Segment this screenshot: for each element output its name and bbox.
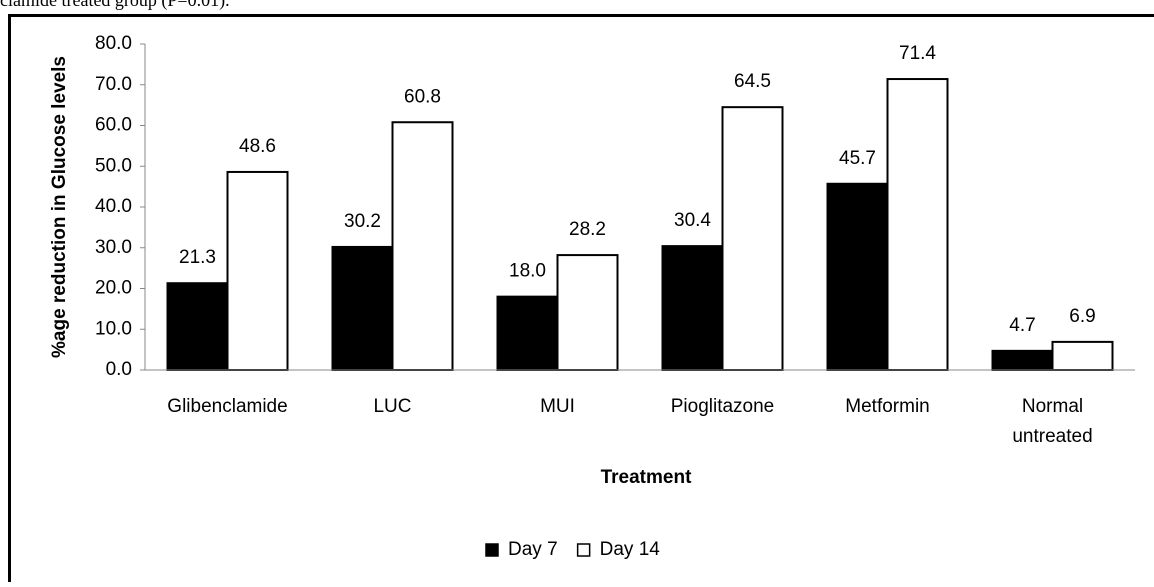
value-label: 64.5 [734,71,771,92]
bar [888,79,948,370]
bar [993,351,1053,370]
value-label: 6.9 [1069,306,1095,327]
value-label: 71.4 [899,43,936,64]
x-axis-title: Treatment [601,467,692,488]
y-tick-label: 60.0 [95,115,132,136]
legend-swatch [578,544,590,556]
y-tick-label: 70.0 [95,74,132,95]
y-tick-label: 0.0 [106,359,132,380]
x-tick-label: Glibenclamide [167,396,287,417]
x-tick-label: Metformin [845,396,929,417]
x-tick-label: LUC [373,396,411,417]
y-tick-label: 10.0 [95,318,132,339]
value-label: 45.7 [839,148,876,169]
x-tick-label: MUI [540,396,575,417]
y-tick-label: 50.0 [95,155,132,176]
caption: clamide treated group (P=0.01). [0,0,230,11]
bar [333,247,393,370]
bar [393,122,453,370]
value-label: 30.2 [344,211,381,232]
value-label: 18.0 [509,261,546,282]
bar [498,297,558,370]
value-label: 30.4 [674,210,711,231]
value-label: 28.2 [569,219,606,240]
y-tick-label: 40.0 [95,196,132,217]
value-label: 48.6 [239,136,276,157]
y-tick-label: 30.0 [95,237,132,258]
value-label: 4.7 [1009,315,1035,336]
bar [828,184,888,370]
y-tick-label: 80.0 [95,33,132,54]
bar [168,283,228,370]
value-label: 21.3 [179,247,216,268]
bar [1053,342,1113,370]
bar [228,172,288,370]
bar [558,255,618,370]
y-tick-label: 20.0 [95,278,132,299]
x-tick-label: Pioglitazone [671,396,775,417]
legend-swatch [486,544,498,556]
y-axis-title: %age reduction in Glucose levels [49,56,70,358]
legend-label: Day 7 [508,539,558,560]
value-label: 60.8 [404,86,441,107]
bar [723,107,783,370]
legend-label: Day 14 [600,539,661,560]
bar [663,246,723,370]
